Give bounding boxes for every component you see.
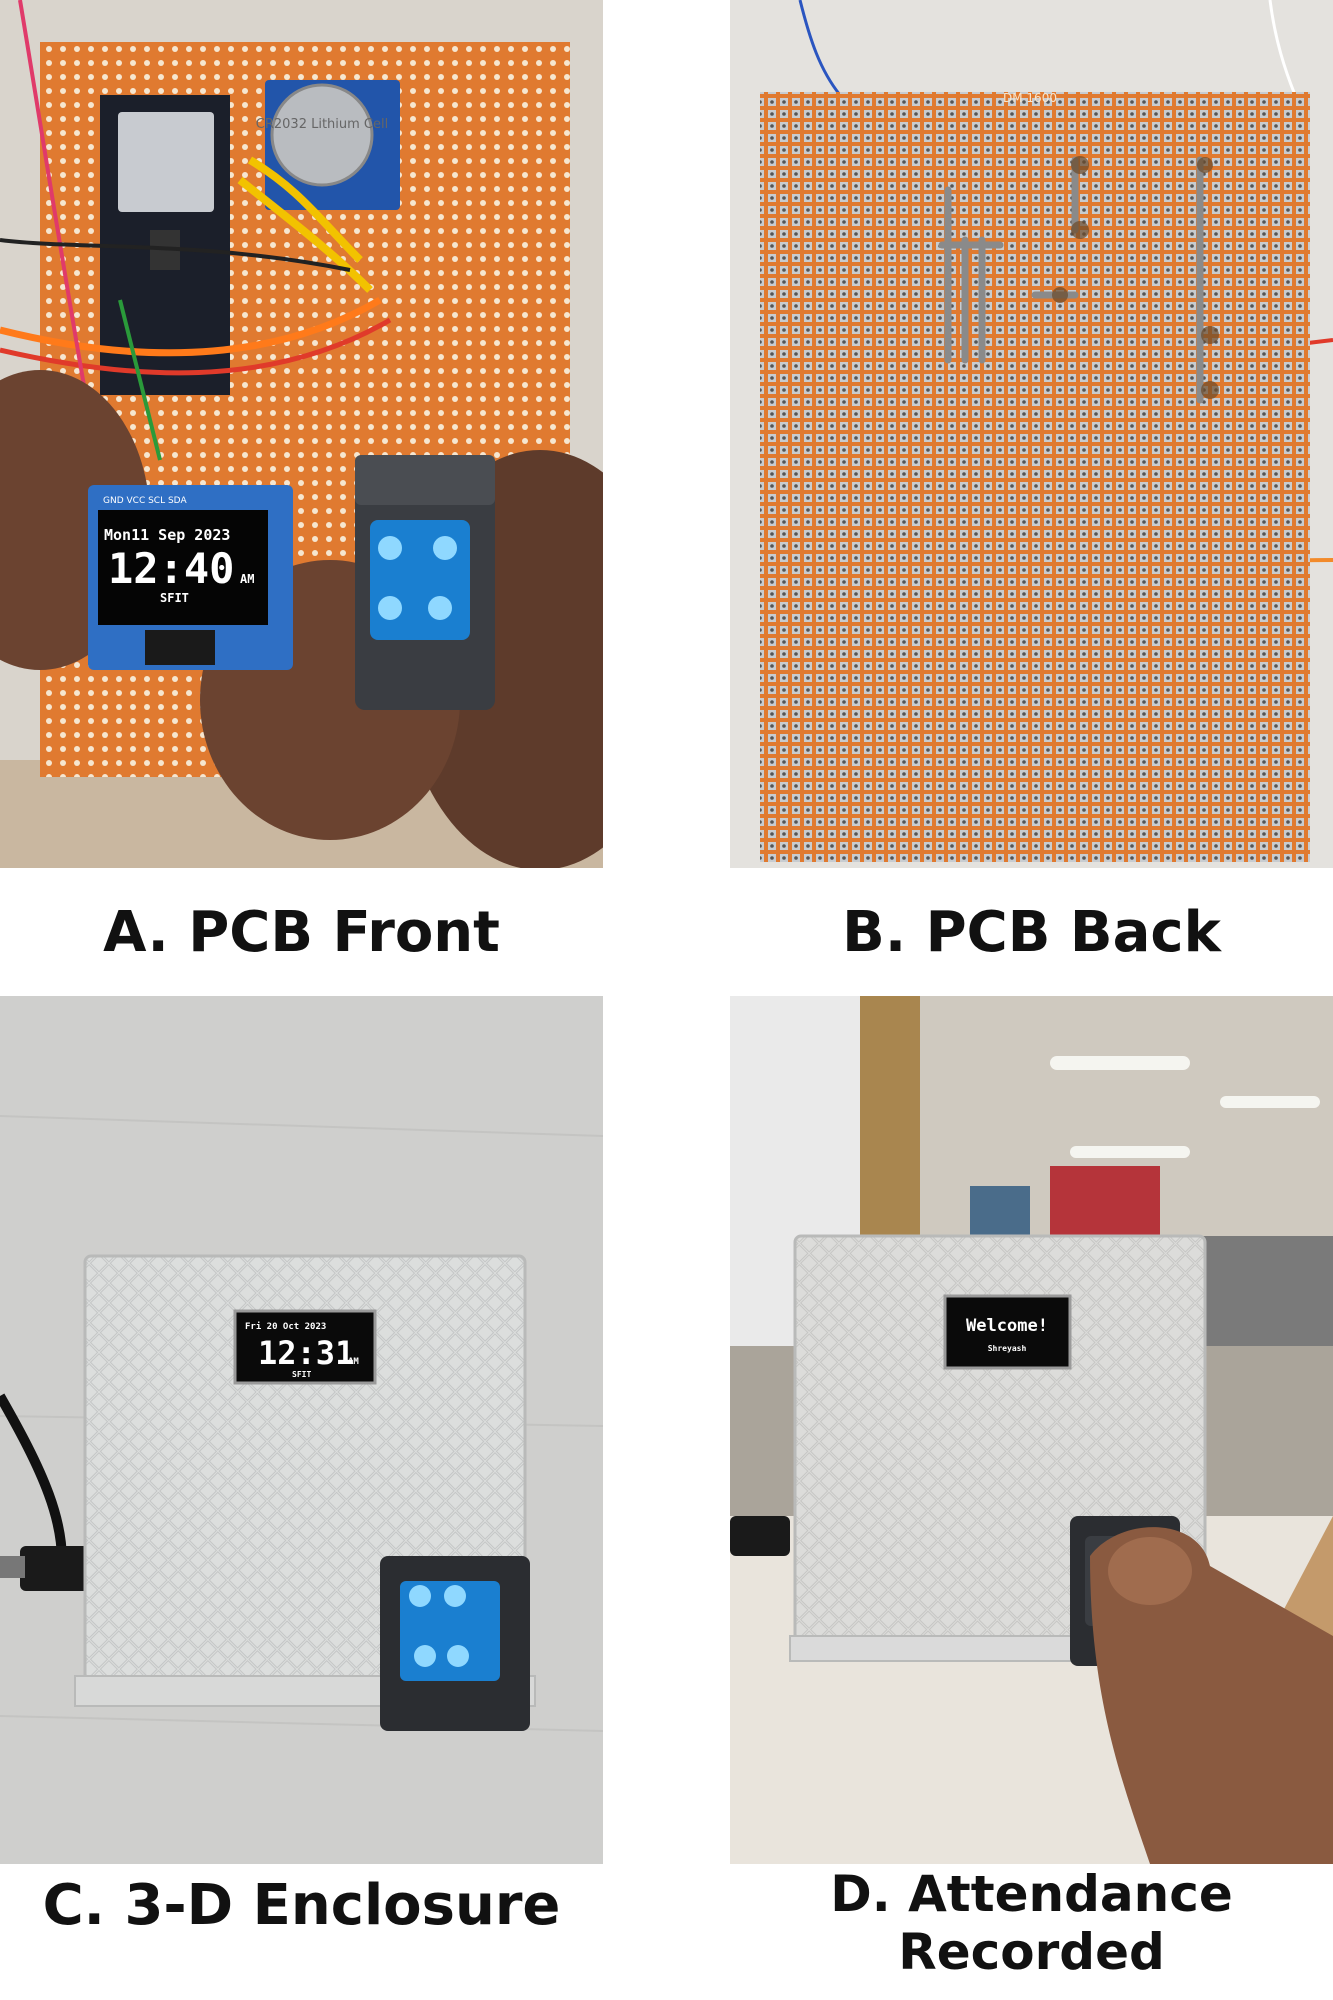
oled-date: Fri 20 Oct 2023	[245, 1321, 326, 1332]
finger	[1090, 1527, 1333, 1864]
oled-label: SFIT	[160, 591, 189, 605]
caption-pcb-front: A. PCB Front	[103, 900, 500, 965]
oled-display-enclosure: Fri 20 Oct 2023 12:31 AM SFIT	[233, 1309, 377, 1385]
caption-3d-enclosure: C. 3-D Enclosure	[42, 1873, 561, 1938]
oled-welcome-title: Welcome!	[966, 1316, 1048, 1336]
oled-pin-labels: GND VCC SCL SDA	[103, 496, 187, 506]
oled-label: SFIT	[292, 1370, 311, 1379]
oled-ampm: AM	[240, 572, 254, 586]
oled-time: 12:31	[258, 1334, 354, 1372]
caption-line-2: Recorded	[898, 1922, 1165, 1981]
oled-ampm: AM	[348, 1357, 359, 1367]
fingerprint-sensor-front	[355, 455, 495, 710]
rtc-battery-label: CR2032 Lithium Cell	[256, 117, 388, 132]
oled-date: Mon11 Sep 2023	[104, 526, 230, 544]
caption-attendance-recorded: D. Attendance Recorded	[730, 1865, 1333, 1981]
caption-pcb-back: B. PCB Back	[842, 900, 1221, 965]
oled-display-front: GND VCC SCL SDA Mon11 Sep 2023 12:40 AM …	[88, 485, 293, 670]
photo-attendance-recorded: Welcome! Shreyash	[730, 996, 1333, 1864]
fingerprint-sensor-enclosure	[380, 1556, 530, 1731]
oled-display-welcome: Welcome! Shreyash	[943, 1294, 1072, 1370]
photo-pcb-front: CR2032 Lithium Cell GND VCC SCL SDA Mon1…	[0, 0, 603, 868]
board-label: DM 1600	[1003, 91, 1057, 105]
caption-line-1: D. Attendance	[830, 1865, 1233, 1923]
oled-time: 12:40	[108, 544, 234, 593]
oled-user-name: Shreyash	[988, 1344, 1027, 1353]
photo-pcb-back: DM 1600	[730, 0, 1333, 868]
photo-3d-enclosure: Fri 20 Oct 2023 12:31 AM SFIT	[0, 996, 603, 1864]
